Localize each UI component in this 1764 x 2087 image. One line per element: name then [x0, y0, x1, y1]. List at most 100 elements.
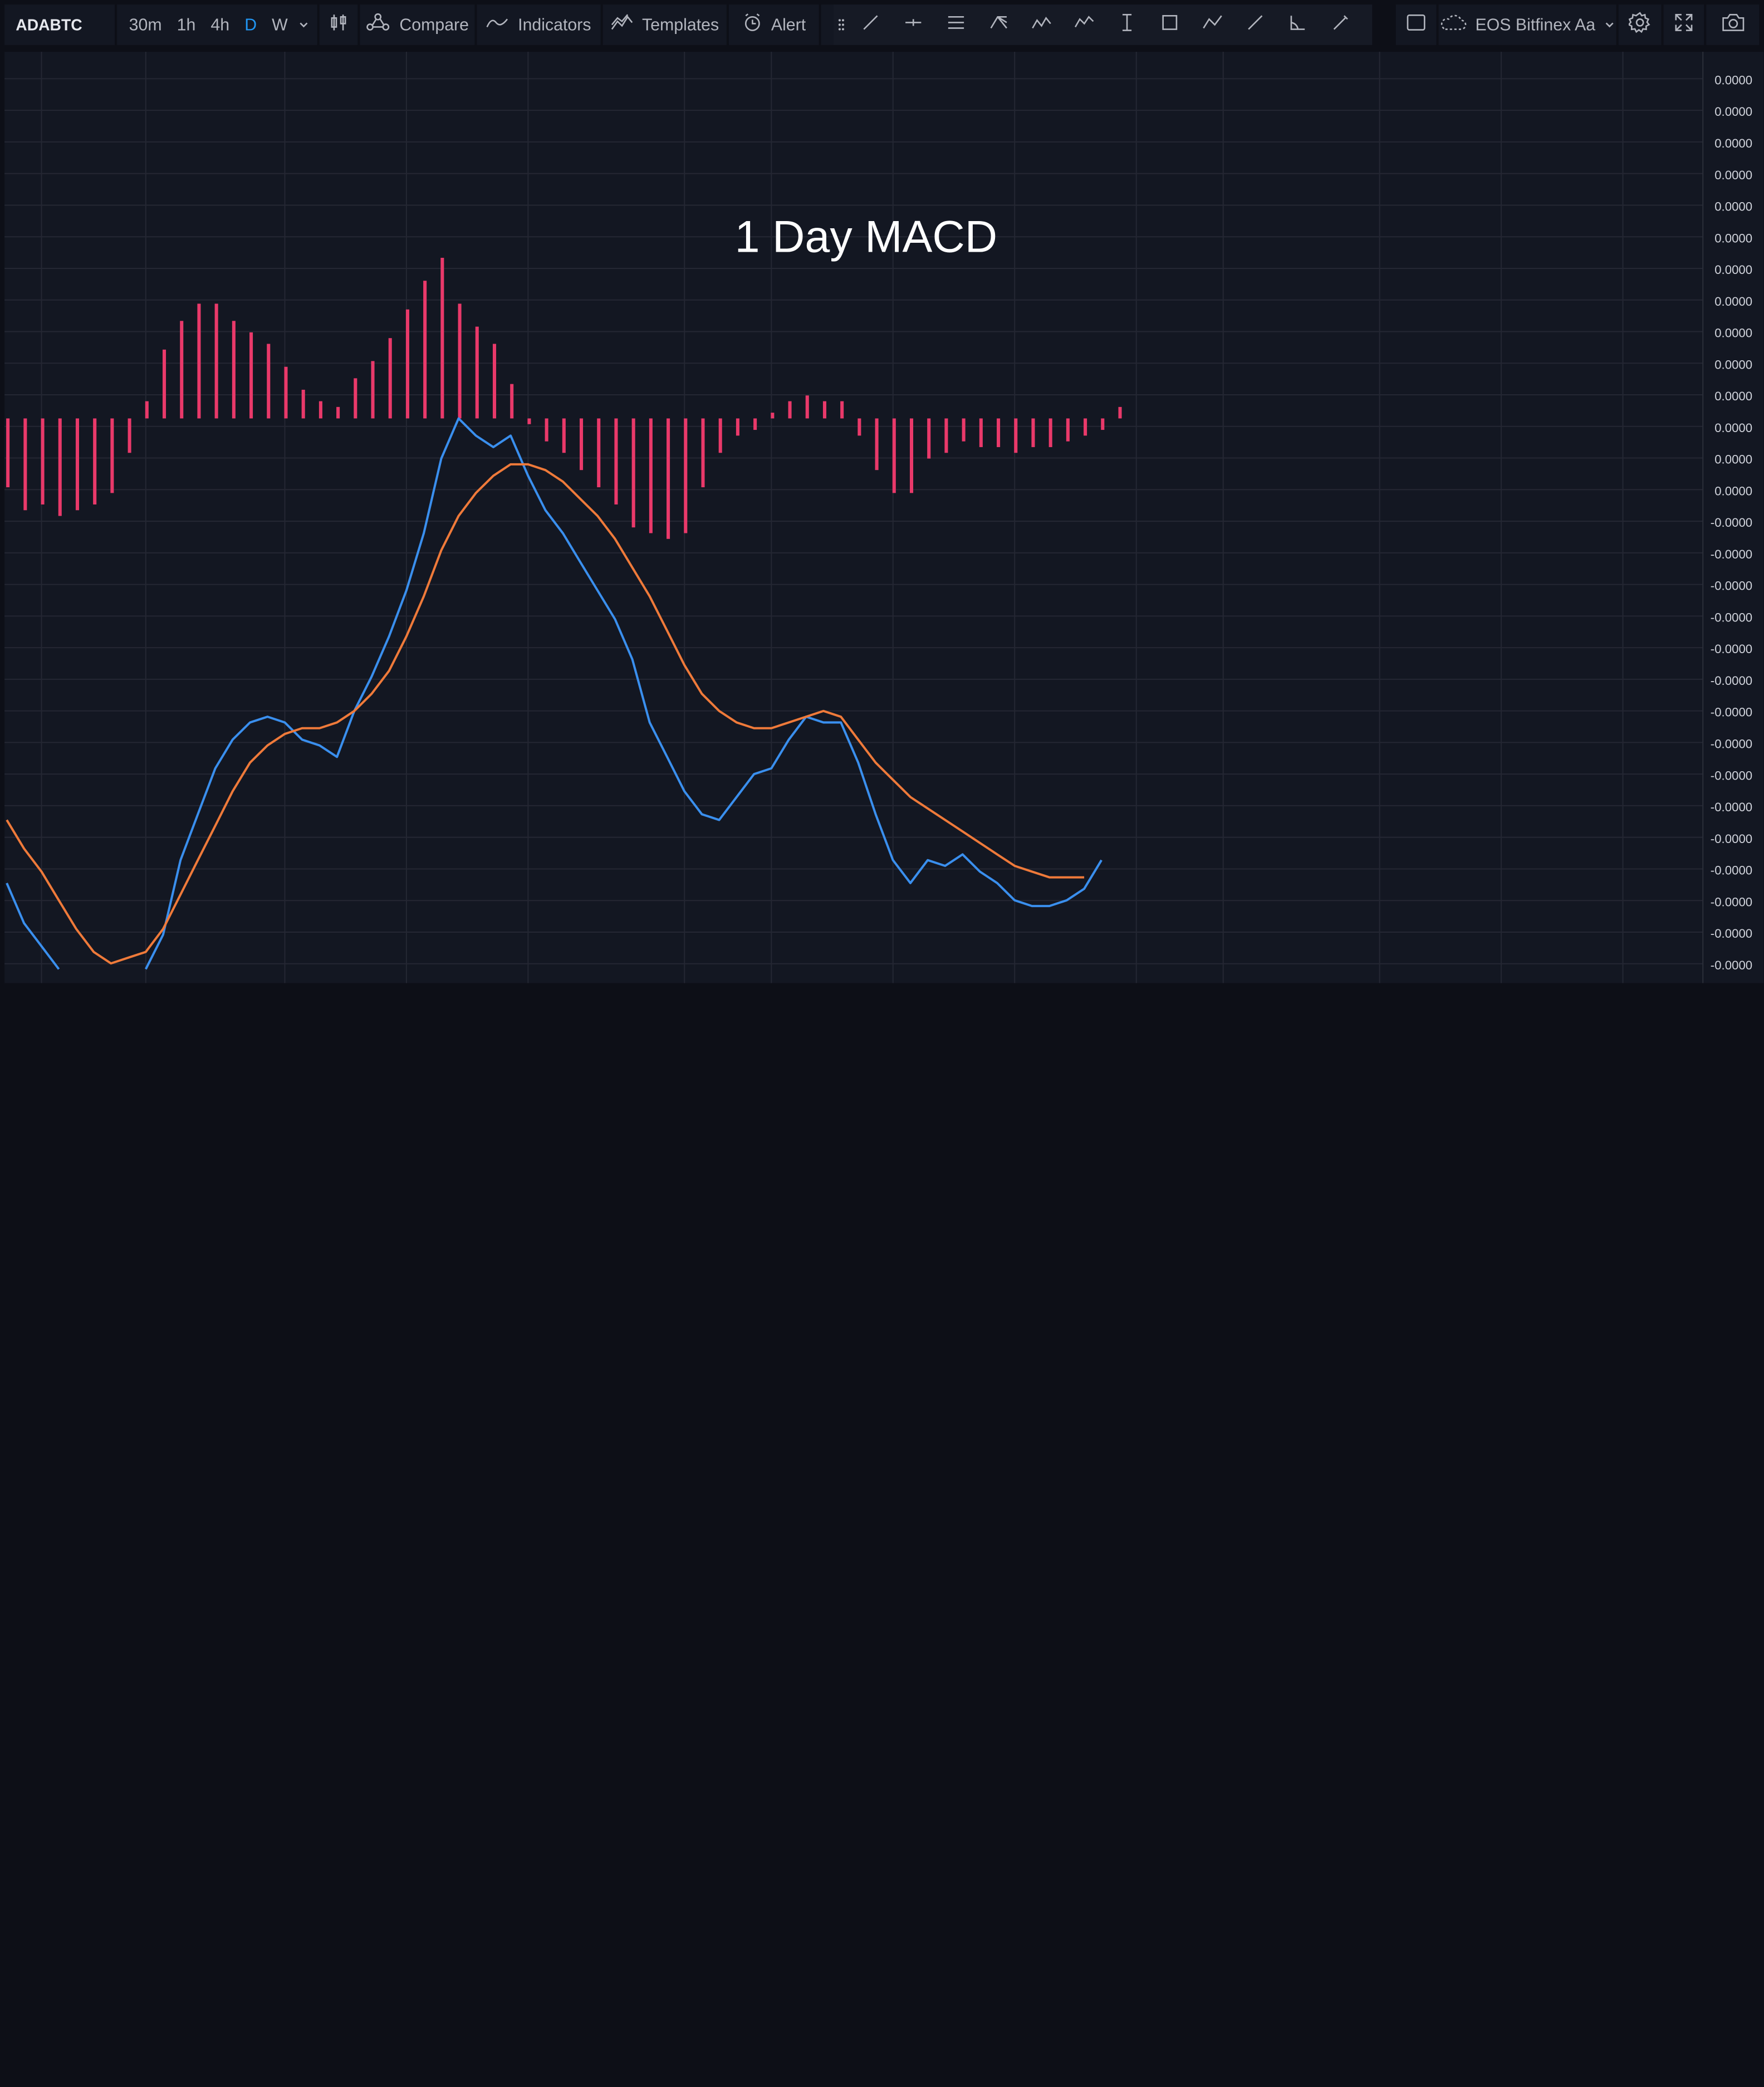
y-tick-label: 0.0000: [1714, 231, 1752, 245]
y-tick-label: -0.0000: [1711, 895, 1752, 909]
histogram-bar: [736, 418, 739, 436]
histogram-bar: [162, 349, 166, 419]
templates-label: Templates: [642, 15, 719, 35]
interval-d[interactable]: D: [244, 15, 257, 35]
price-range-tool-button[interactable]: [1106, 4, 1149, 45]
horizontal-ray-tool-button[interactable]: [892, 4, 935, 45]
histogram-bar: [667, 418, 670, 539]
y-tick-label: 0.0000: [1714, 421, 1752, 435]
xabcd-pattern-icon: [1031, 12, 1051, 37]
pitchfork-tool-button[interactable]: [977, 4, 1020, 45]
histogram-bar: [75, 418, 80, 511]
histogram-bar: [1118, 406, 1122, 419]
trend-line-tool-button[interactable]: [849, 4, 892, 45]
y-tick-label: -0.0000: [1711, 737, 1752, 751]
compare-button[interactable]: Compare: [360, 4, 475, 45]
histogram-bar: [110, 418, 114, 493]
snapshot-button[interactable]: [1706, 4, 1760, 45]
chart-type-button[interactable]: [319, 4, 358, 45]
y-tick-label: -0.0000: [1711, 832, 1752, 846]
histogram-bar: [440, 257, 444, 419]
rectangle-tool-button[interactable]: [1395, 4, 1437, 45]
interval-chevron-down-icon[interactable]: [298, 15, 310, 34]
elliott-wave-icon: [1074, 12, 1094, 37]
histogram-bar: [267, 344, 271, 419]
fullscreen-button[interactable]: [1663, 4, 1704, 45]
y-tick-label: -0.0000: [1711, 768, 1752, 782]
templates-button[interactable]: Templates: [602, 4, 727, 45]
histogram-bar: [41, 418, 45, 504]
symbol-search-button[interactable]: ADABTC: [4, 4, 115, 45]
histogram-bar: [475, 326, 479, 419]
y-tick-label: -0.0000: [1711, 579, 1752, 593]
rectangle-tool-button[interactable]: [1148, 4, 1191, 45]
macd-line: [144, 417, 1102, 970]
histogram-bar: [649, 418, 653, 533]
fullscreen-icon: [1674, 12, 1694, 37]
brush-tool-button[interactable]: [1319, 4, 1362, 45]
y-tick-label: -0.0000: [1711, 516, 1752, 530]
indicators-button[interactable]: Indicators: [477, 4, 601, 45]
settings-button[interactable]: [1618, 4, 1662, 45]
histogram-bar: [718, 418, 722, 453]
histogram-bar: [1014, 418, 1018, 453]
histogram-bar: [510, 384, 514, 419]
histogram-bar: [128, 418, 131, 453]
horizontal-gridlines: [4, 78, 1703, 964]
abcd-pattern-tool-button[interactable]: [1191, 4, 1234, 45]
xabcd-pattern-tool-button[interactable]: [1020, 4, 1063, 45]
parallel-channel-tool-button[interactable]: [935, 4, 978, 45]
histogram-bar: [822, 401, 826, 419]
macd-line: [6, 883, 60, 970]
y-tick-label: 0.0000: [1714, 200, 1752, 214]
histogram-bar: [909, 418, 914, 493]
chart-pane[interactable]: 0.0000 0.0000 0.0000 0.0000 0.0000 0.0000 0.00…: [4, 51, 1764, 983]
histogram-bar: [214, 303, 218, 419]
histogram-bar: [1031, 418, 1035, 447]
y-tick-label: -0.0000: [1711, 674, 1752, 688]
template-selector[interactable]: EOS Bitfinex Aa: [1438, 4, 1616, 45]
alert-button[interactable]: Alert: [728, 4, 819, 45]
histogram-bar: [6, 418, 10, 488]
histogram-bar: [597, 418, 601, 488]
histogram-bar: [684, 418, 688, 533]
interval-30m[interactable]: 30m: [129, 15, 162, 35]
cloud-icon: [1439, 14, 1466, 35]
histogram-bar: [562, 418, 566, 453]
histogram-bar: [1066, 418, 1070, 442]
y-tick-label: 0.0000: [1714, 136, 1752, 150]
histogram-bar: [197, 303, 201, 419]
brush-icon: [1331, 12, 1351, 37]
fib-retracement-icon: [1245, 12, 1265, 37]
drawing-toolbar: [833, 4, 1373, 45]
indicators-label: Indicators: [518, 15, 591, 35]
histogram-bar: [249, 332, 253, 419]
histogram-bar: [927, 418, 931, 459]
drag-handle-icon[interactable]: [834, 17, 849, 32]
histogram-bar: [979, 418, 983, 447]
interval-4h[interactable]: 4h: [210, 15, 230, 35]
angle-icon: [1288, 12, 1308, 37]
histogram-bar: [145, 401, 149, 419]
interval-1h[interactable]: 1h: [177, 15, 196, 35]
y-tick-label: 0.0000: [1714, 73, 1752, 87]
elliott-wave-tool-button[interactable]: [1063, 4, 1106, 45]
angle-tool-button[interactable]: [1277, 4, 1320, 45]
histogram-bar: [23, 418, 27, 511]
histogram-bar: [753, 418, 757, 430]
histogram-bar: [840, 401, 844, 419]
histogram-bar: [788, 401, 792, 419]
interval-w[interactable]: W: [272, 15, 288, 35]
y-tick-label: -0.0000: [1711, 958, 1752, 972]
histogram-bar: [944, 418, 948, 453]
symbol-label: ADABTC: [16, 16, 82, 34]
histogram-bar: [631, 418, 635, 528]
y-tick-label: -0.0000: [1711, 800, 1752, 814]
y-tick-label: -0.0000: [1711, 864, 1752, 878]
histogram-bar: [336, 406, 340, 419]
chart-annotation-text[interactable]: 1 Day MACD: [735, 212, 997, 262]
price-axis[interactable]: 0.0000 0.0000 0.0000 0.0000 0.0000 0.0000 0.00…: [1711, 73, 1752, 983]
signal-line: [6, 463, 1085, 965]
interval-selector: 30m 1h 4h D W: [117, 4, 317, 45]
fib-retracement-tool-button[interactable]: [1234, 4, 1277, 45]
